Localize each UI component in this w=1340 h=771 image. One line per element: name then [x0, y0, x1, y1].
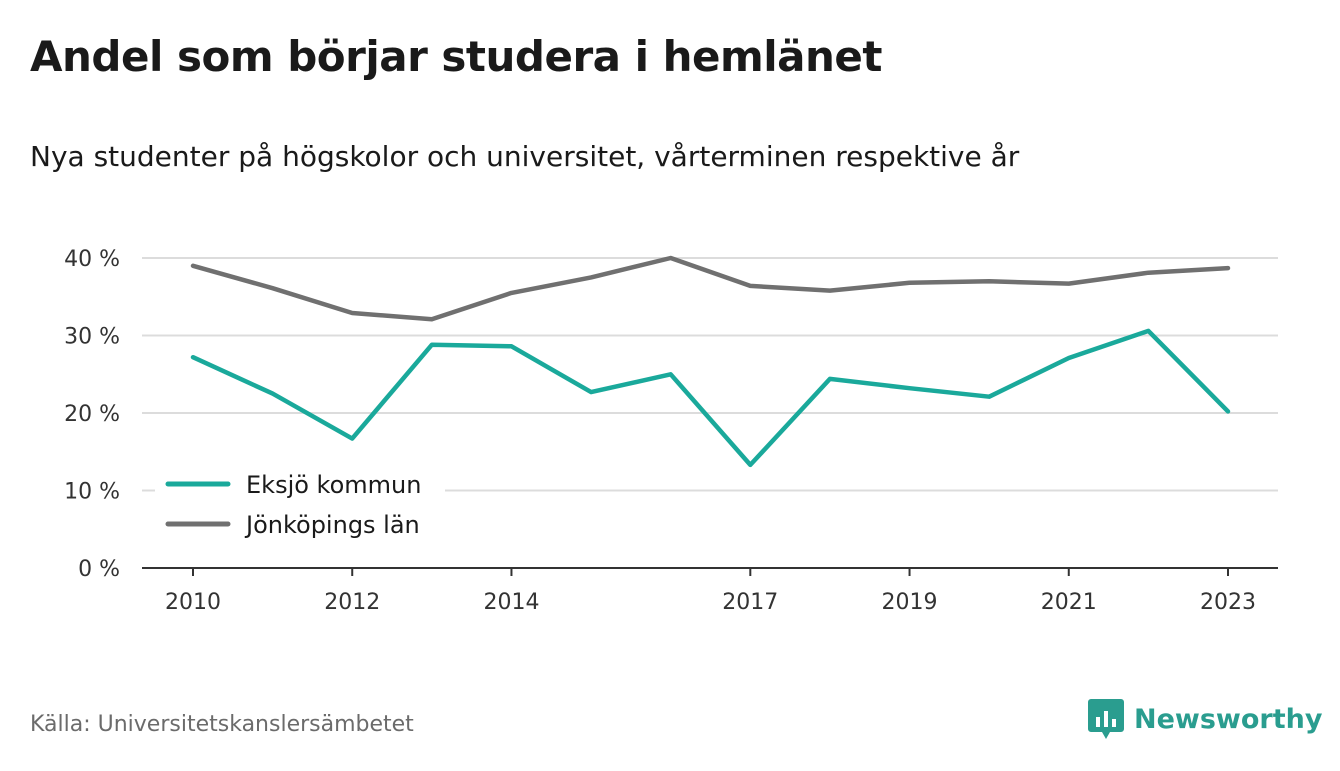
x-tick-label: 2010	[165, 590, 221, 615]
y-tick-label: 10 %	[64, 480, 120, 505]
chart-title: Andel som börjar studera i hemlänet	[30, 32, 883, 81]
x-tick-label: 2012	[324, 590, 380, 615]
bar-chart-speech-bubble-icon	[1088, 699, 1124, 739]
series-line-eksjo	[190, 328, 1231, 468]
y-tick-label: 30 %	[64, 325, 120, 350]
legend: Eksjö kommun Jönköpings län	[155, 462, 445, 554]
series-line-jonkoping	[190, 255, 1231, 322]
y-tick-label: 40 %	[64, 247, 120, 272]
brand-name: Newsworthy	[1134, 703, 1323, 735]
series-lines	[190, 255, 1231, 468]
y-axis-ticks: 0 % 10 % 20 % 30 % 40 %	[64, 247, 120, 582]
y-tick-label: 20 %	[64, 402, 120, 427]
legend-label-eksjo: Eksjö kommun	[246, 471, 421, 499]
line-chart: 0 % 10 % 20 % 30 % 40 % 2010 2012 2014 2017 2019…	[64, 247, 1278, 615]
newsworthy-logo: Newsworthy	[1088, 697, 1322, 741]
gridlines	[142, 257, 1278, 492]
x-tick-label: 2014	[483, 590, 539, 615]
x-tick-label: 2017	[722, 590, 778, 615]
x-tick-label: 2021	[1041, 590, 1097, 615]
legend-label-jonkoping: Jönköpings län	[244, 511, 420, 539]
chart-subtitle: Nya studenter på högskolor och universit…	[30, 140, 1020, 173]
y-tick-label: 0 %	[78, 557, 120, 582]
x-tick-label: 2023	[1200, 590, 1256, 615]
x-tick-label: 2019	[882, 590, 938, 615]
source-note: Källa: Universitetskanslersämbetet	[30, 712, 414, 737]
x-axis: 2010 2012 2014 2017 2019 2021 2023	[142, 567, 1278, 615]
legend-background	[155, 462, 445, 554]
